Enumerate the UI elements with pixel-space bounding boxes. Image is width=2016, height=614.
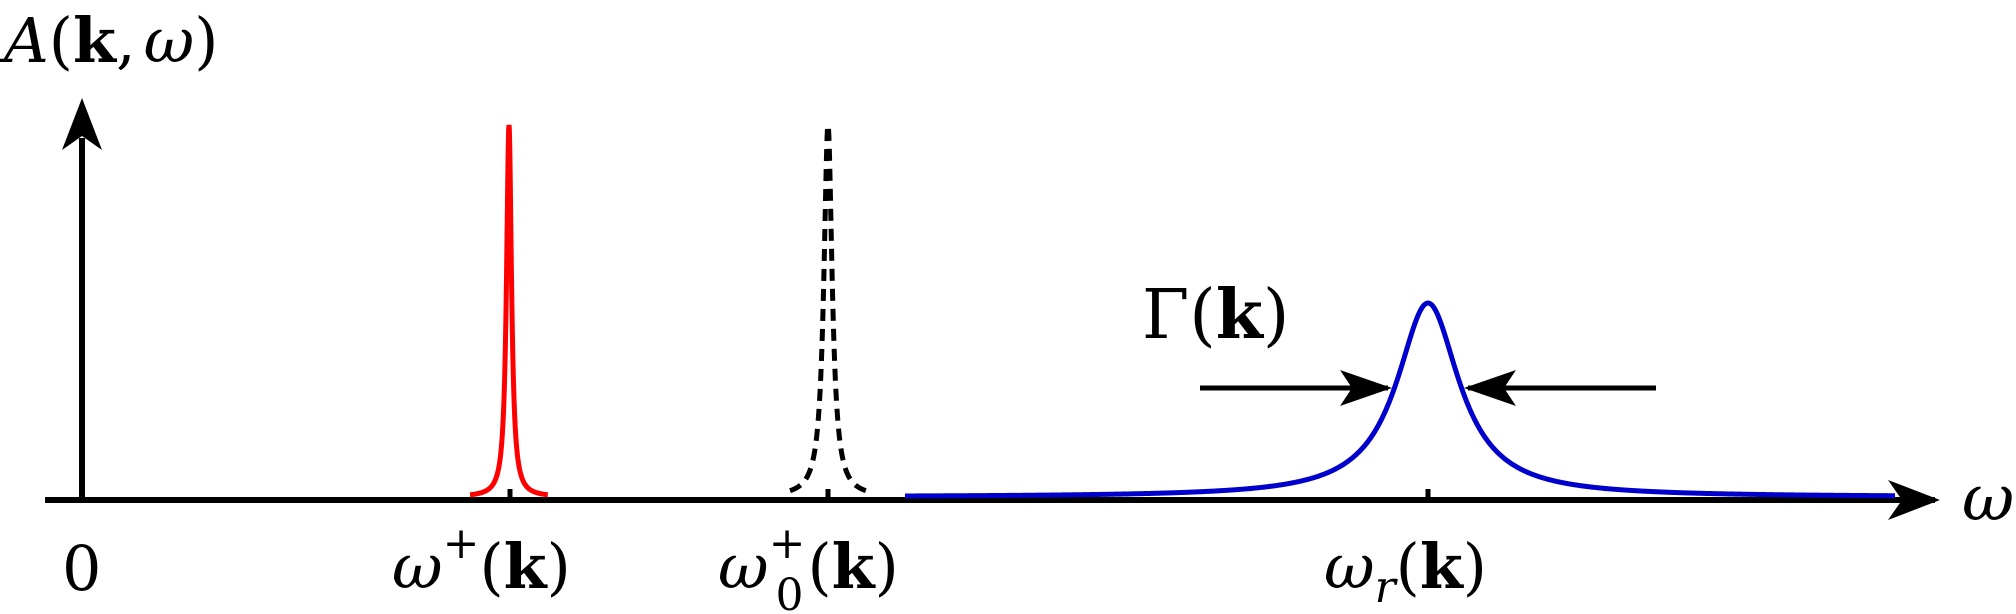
width-arrowhead-right: [1464, 370, 1516, 406]
x-axis-label: ω: [1962, 462, 2014, 536]
broad-peak-label: ωr(k): [1324, 530, 1487, 613]
x-axis-arrowhead: [1888, 480, 1940, 520]
sharp-peak-curve: [469, 124, 549, 498]
y-axis-arrowhead: [62, 98, 102, 150]
width-label: Γ(k): [1142, 275, 1289, 355]
dashed-peak-curve: [789, 115, 867, 494]
dashed-peak-label: ω+ 0(k): [718, 518, 899, 614]
width-arrowhead-left: [1340, 370, 1392, 406]
broad-peak-curve: [905, 300, 1895, 499]
sharp-peak-label: ω+(k): [392, 518, 571, 603]
y-axis-label: A(k, ω): [0, 4, 218, 77]
origin-label: 0: [62, 532, 101, 605]
